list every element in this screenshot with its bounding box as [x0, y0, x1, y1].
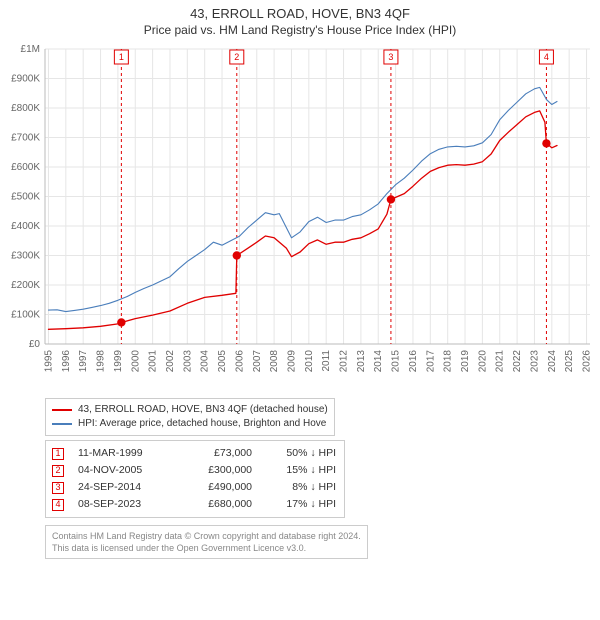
x-tick-label: 2014	[373, 350, 384, 373]
x-tick-label: 2020	[477, 350, 488, 373]
sale-badge: 4	[52, 499, 64, 511]
x-tick-label: 2001	[148, 350, 159, 373]
sale-marker-number: 3	[388, 52, 393, 62]
sale-marker-dot	[233, 251, 241, 259]
x-tick-label: 2026	[582, 350, 593, 373]
y-tick-label: £1M	[21, 44, 40, 55]
sales-row: 3 24-SEP-2014 £490,000 8% ↓ HPI	[52, 479, 336, 496]
x-tick-label: 2013	[356, 350, 367, 373]
sales-table: 1 11-MAR-1999 £73,000 50% ↓ HPI 2 04-NOV-2005…	[45, 440, 345, 518]
x-tick-label: 2006	[234, 350, 245, 373]
x-tick-label: 2017	[425, 350, 436, 373]
sale-price: £680,000	[182, 496, 252, 513]
x-tick-label: 2019	[460, 350, 471, 373]
legend-label: HPI: Average price, detached house, Brig…	[78, 417, 326, 431]
attribution-line2: This data is licensed under the Open Gov…	[52, 542, 361, 554]
page-subtitle: Price paid vs. HM Land Registry's House …	[0, 21, 600, 39]
sale-marker-dot	[542, 139, 550, 147]
sale-date: 08-SEP-2023	[78, 496, 168, 513]
price-chart: £0 £100K £200K £300K £400K £500K £600K £700K £80…	[0, 39, 600, 394]
x-tick-label: 1995	[43, 350, 54, 373]
legend: 43, ERROLL ROAD, HOVE, BN3 4QF (detached…	[45, 398, 335, 436]
x-tick-label: 2002	[165, 350, 176, 373]
x-tick-label: 2023	[529, 350, 540, 373]
y-tick-label: £200K	[11, 280, 40, 291]
x-tick-label: 2010	[304, 350, 315, 373]
sale-hpi-diff: 17% ↓ HPI	[266, 496, 336, 513]
y-tick-label: £800K	[11, 103, 40, 114]
y-tick-label: £500K	[11, 192, 40, 203]
sale-marker-number: 2	[234, 52, 239, 62]
chart-area: £0 £100K £200K £300K £400K £500K £600K £700K £80…	[0, 39, 600, 399]
legend-label: 43, ERROLL ROAD, HOVE, BN3 4QF (detached…	[78, 403, 328, 417]
x-tick-label: 2007	[252, 350, 263, 373]
legend-row: HPI: Average price, detached house, Brig…	[52, 417, 328, 431]
x-tick-label: 2024	[547, 350, 558, 373]
legend-swatch	[52, 423, 72, 425]
sale-badge: 2	[52, 465, 64, 477]
sale-price: £490,000	[182, 479, 252, 496]
attribution-line1: Contains HM Land Registry data © Crown c…	[52, 530, 361, 542]
sale-hpi-diff: 8% ↓ HPI	[266, 479, 336, 496]
x-tick-label: 1996	[61, 350, 72, 373]
sale-date: 24-SEP-2014	[78, 479, 168, 496]
sale-hpi-diff: 50% ↓ HPI	[266, 445, 336, 462]
sale-hpi-diff: 15% ↓ HPI	[266, 462, 336, 479]
page-title: 43, ERROLL ROAD, HOVE, BN3 4QF	[0, 0, 600, 21]
x-tick-label: 2015	[391, 350, 402, 373]
sale-price: £300,000	[182, 462, 252, 479]
x-tick-label: 1997	[78, 350, 89, 373]
x-tick-label: 2008	[269, 350, 280, 373]
sale-badge: 1	[52, 448, 64, 460]
sales-row: 4 08-SEP-2023 £680,000 17% ↓ HPI	[52, 496, 336, 513]
sales-row: 1 11-MAR-1999 £73,000 50% ↓ HPI	[52, 445, 336, 462]
x-tick-label: 2012	[339, 350, 350, 373]
x-tick-label: 2004	[200, 350, 211, 373]
y-tick-label: £300K	[11, 251, 40, 262]
sale-marker-dot	[387, 195, 395, 203]
y-tick-label: £0	[29, 339, 41, 350]
x-tick-label: 2011	[321, 350, 332, 372]
sales-row: 2 04-NOV-2005 £300,000 15% ↓ HPI	[52, 462, 336, 479]
x-tick-label: 2025	[564, 350, 575, 373]
x-tick-label: 2000	[130, 350, 141, 373]
legend-swatch	[52, 409, 72, 411]
x-tick-label: 2016	[408, 350, 419, 373]
sale-marker-number: 4	[544, 52, 549, 62]
x-tick-label: 2003	[182, 350, 193, 373]
x-tick-label: 2018	[443, 350, 454, 373]
sale-date: 11-MAR-1999	[78, 445, 168, 462]
sale-marker-number: 1	[119, 52, 124, 62]
x-tick-label: 1998	[96, 350, 107, 373]
sale-price: £73,000	[182, 445, 252, 462]
y-tick-label: £100K	[11, 310, 40, 321]
x-tick-label: 2005	[217, 350, 228, 373]
attribution: Contains HM Land Registry data © Crown c…	[45, 525, 368, 559]
sale-badge: 3	[52, 482, 64, 494]
y-tick-label: £600K	[11, 162, 40, 173]
x-tick-label: 2021	[495, 350, 506, 373]
sale-date: 04-NOV-2005	[78, 462, 168, 479]
y-tick-label: £700K	[11, 133, 40, 144]
y-tick-label: £900K	[11, 74, 40, 85]
x-tick-label: 1999	[113, 350, 124, 373]
x-tick-label: 2022	[512, 350, 523, 373]
sale-marker-dot	[117, 318, 125, 326]
legend-row: 43, ERROLL ROAD, HOVE, BN3 4QF (detached…	[52, 403, 328, 417]
y-tick-label: £400K	[11, 221, 40, 232]
x-tick-label: 2009	[286, 350, 297, 373]
